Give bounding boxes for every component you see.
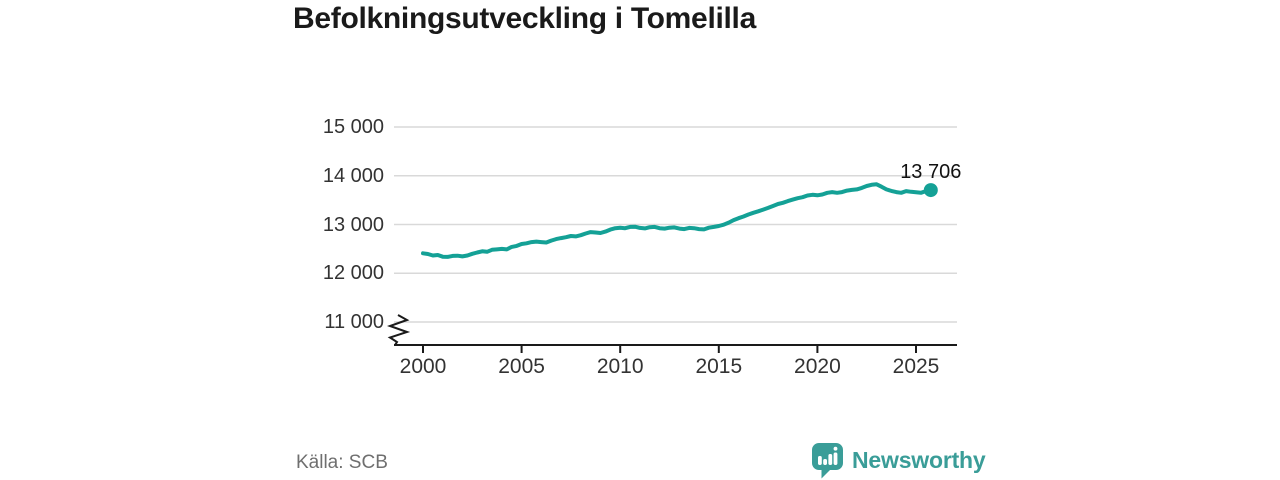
y-axis-label: 11 000: [324, 311, 384, 333]
y-axis-label: 13 000: [322, 213, 384, 236]
x-axis-label: 2000: [399, 355, 447, 378]
newsworthy-logo: Newsworthy: [810, 441, 986, 479]
x-axis-label: 2010: [596, 355, 644, 378]
x-axis-label: 2015: [695, 355, 743, 378]
bar-3: [828, 454, 833, 465]
newsworthy-logo-text: Newsworthy: [852, 446, 986, 473]
x-axis-label: 2005: [498, 355, 545, 378]
x-axis-label: 2025: [892, 355, 940, 378]
y-axis-label: 15 000: [322, 116, 384, 138]
bar-1: [818, 456, 822, 465]
newsworthy-bars-icon: [812, 443, 843, 479]
end-value-label: 13 706: [900, 161, 962, 184]
bar-2: [823, 459, 827, 465]
y-axis-label: 12 000: [322, 262, 384, 285]
x-axis-label: 2020: [794, 355, 841, 378]
exclamation-dot: [833, 446, 838, 451]
population-line: [421, 182, 933, 259]
speech-bubble-shape: [812, 443, 843, 479]
exclamation-bar: [833, 452, 838, 465]
y-axis-break-icon: [386, 314, 411, 346]
source-note: Källa: SCB: [296, 452, 388, 473]
y-axis-label: 14 000: [322, 164, 384, 187]
end-point-marker: [923, 183, 938, 198]
page-title: Befolkningsutveckling i Tomelilla: [293, 2, 756, 35]
